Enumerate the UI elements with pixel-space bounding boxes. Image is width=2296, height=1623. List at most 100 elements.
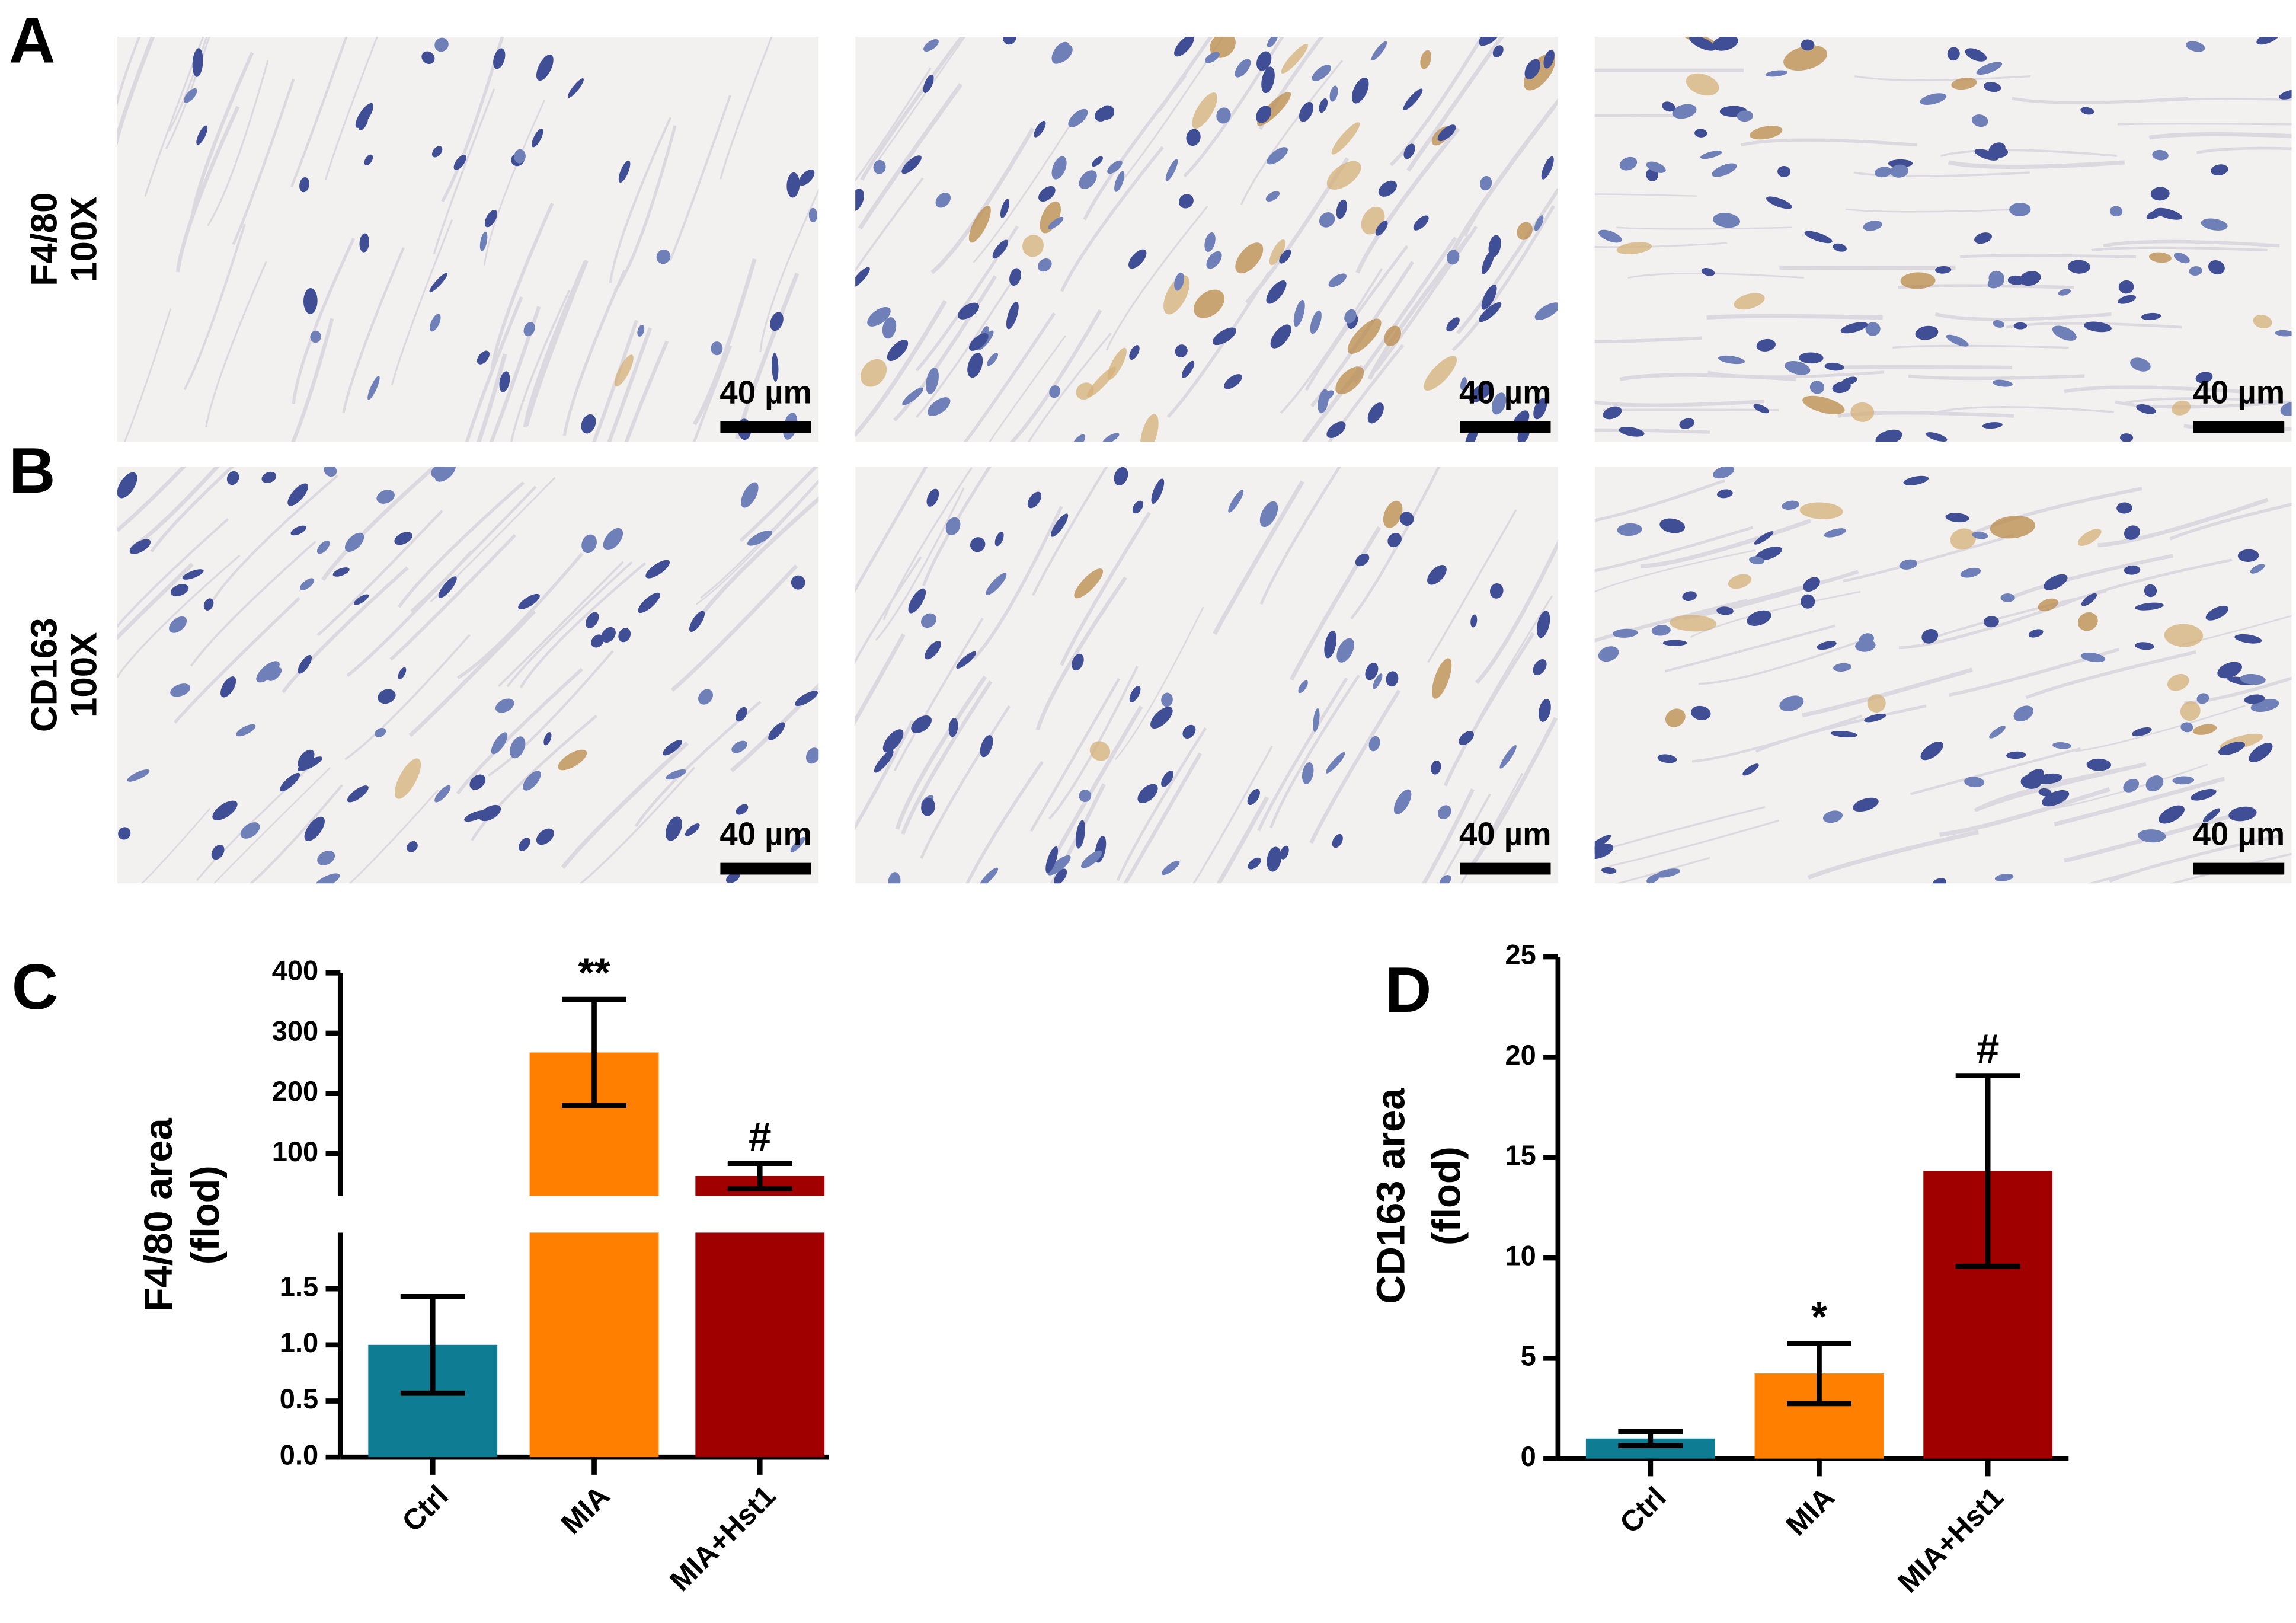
fiber	[1032, 467, 1123, 596]
nucleus	[256, 661, 280, 683]
nucleus	[2081, 593, 2097, 606]
nucleus	[1737, 110, 1753, 122]
nucleus	[169, 616, 187, 633]
fiber	[487, 650, 614, 777]
fiber	[1802, 667, 1973, 718]
fiber	[183, 223, 246, 391]
nucleus	[1690, 705, 1711, 720]
nucleus	[1326, 421, 1346, 438]
fiber	[1594, 526, 1754, 575]
row-label: A	[9, 5, 56, 77]
nucleus	[1368, 736, 1380, 752]
nucleus	[736, 707, 747, 722]
nucleus	[601, 627, 616, 643]
stained-cell	[1335, 366, 1364, 395]
nucleus	[911, 715, 932, 733]
error-bar	[562, 996, 626, 1108]
fiber	[477, 306, 541, 442]
nucleus	[968, 333, 989, 351]
nucleus	[1047, 855, 1071, 876]
nucleus	[1393, 789, 1412, 814]
nucleus	[1079, 790, 1092, 803]
nucleus	[1753, 404, 1770, 414]
fiber	[855, 720, 914, 874]
fiber	[506, 561, 633, 688]
stained-cell	[1210, 36, 1236, 58]
nucleus	[421, 51, 435, 64]
nucleus	[355, 103, 374, 128]
nucleus	[364, 154, 373, 165]
fiber	[1934, 312, 2112, 321]
fiber	[670, 564, 798, 692]
fiber	[1114, 606, 1204, 761]
tissue-background	[1594, 467, 2292, 884]
fiber	[915, 272, 1019, 418]
stain-label: F4/80	[24, 192, 65, 286]
stained-cell	[1670, 615, 1717, 632]
stained-cell	[1326, 161, 1361, 190]
fiber	[2184, 656, 2292, 705]
nucleus	[1161, 770, 1174, 787]
scale-bar-label: 40 µm	[720, 816, 811, 852]
fiber	[174, 596, 300, 724]
nucleus	[1279, 249, 1291, 264]
nucleus	[1682, 591, 1697, 601]
x-tick-label: MIA	[1780, 1481, 1841, 1542]
fiber	[1280, 268, 1383, 414]
fiber	[875, 487, 965, 641]
nucleus	[1319, 98, 1328, 113]
fiber	[588, 327, 653, 442]
fiber	[605, 340, 669, 442]
nucleus	[568, 78, 584, 98]
row-label: B	[9, 434, 56, 507]
nucleus	[1009, 268, 1021, 286]
nucleus	[519, 838, 530, 851]
nucleus	[1365, 662, 1379, 680]
fiber	[117, 36, 178, 145]
fiber	[1698, 637, 1869, 685]
nucleus	[1302, 762, 1314, 784]
nucleus	[2256, 36, 2280, 45]
nucleus	[1367, 402, 1384, 424]
nucleus	[2130, 357, 2151, 372]
nucleus	[1646, 874, 1660, 884]
nucleus	[1161, 860, 1180, 876]
scale-bar	[1460, 862, 1551, 875]
nucleus	[1717, 489, 1733, 499]
fiber	[1122, 36, 1224, 181]
error-bar	[1618, 1429, 1683, 1448]
fiber	[1594, 549, 1755, 597]
scale-bar	[2193, 862, 2285, 875]
nucleus	[1479, 302, 1502, 322]
nucleus	[1974, 149, 1999, 161]
nucleus	[2250, 564, 2265, 574]
x-tick-label: MIA	[555, 1480, 616, 1541]
nucleus	[2218, 742, 2246, 756]
fiber	[669, 345, 733, 442]
fiber	[2012, 97, 2188, 104]
fiber	[117, 807, 211, 884]
nucleus	[2006, 751, 2026, 759]
stained-cell	[1686, 73, 1719, 96]
fiber	[2196, 146, 2292, 154]
stained-cell	[1074, 568, 1104, 599]
fiber	[117, 36, 175, 123]
fiber	[290, 36, 353, 188]
fiber	[1166, 271, 1271, 418]
fiber	[1594, 857, 1710, 884]
nucleus	[798, 169, 815, 186]
nucleus	[1312, 65, 1331, 81]
x-tick-label: Ctrl	[396, 1480, 455, 1538]
nucleus	[1679, 418, 1695, 429]
nucleus	[1299, 101, 1314, 122]
fiber	[574, 320, 638, 442]
nucleus	[118, 827, 131, 840]
nucleus	[2280, 402, 2292, 416]
nucleus	[495, 698, 514, 713]
fiber	[855, 67, 932, 213]
nucleus	[2119, 433, 2134, 442]
fiber	[190, 541, 316, 667]
stained-cell	[1194, 289, 1225, 318]
fiber	[1060, 146, 1164, 292]
nucleus	[645, 560, 670, 579]
